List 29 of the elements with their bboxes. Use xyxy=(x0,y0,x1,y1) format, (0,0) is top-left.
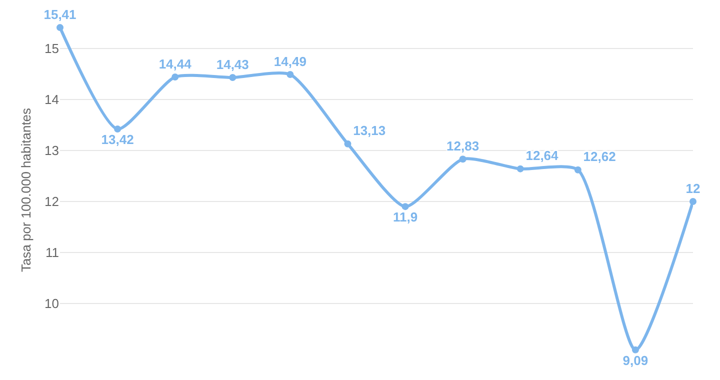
y-tick-label: 11 xyxy=(46,245,59,260)
point xyxy=(114,126,122,133)
y-tick-label: 10 xyxy=(44,296,59,312)
point xyxy=(172,74,179,81)
y-tick-label: 12 xyxy=(44,194,59,210)
point xyxy=(229,74,236,82)
data-label: 13,42 xyxy=(101,132,134,148)
data-label: 14,43 xyxy=(216,56,249,72)
data-label: 13,13 xyxy=(353,123,386,138)
point xyxy=(459,156,466,163)
point xyxy=(690,198,696,205)
data-label: 12,83 xyxy=(446,138,480,154)
point xyxy=(344,140,352,148)
point xyxy=(574,166,582,174)
point xyxy=(286,70,294,78)
data-label: 12,64 xyxy=(526,148,560,164)
y-tick-label: 14 xyxy=(44,92,59,108)
point xyxy=(516,165,524,172)
data-label: 14,44 xyxy=(158,56,192,72)
data-label: 12 xyxy=(686,180,700,196)
y-tick-label: 15 xyxy=(44,41,59,56)
data-label: 9,09 xyxy=(622,353,648,368)
y-axis-title: Tasa por 100.000 habitantes xyxy=(18,107,34,272)
y-tick-label: 13 xyxy=(44,143,59,158)
data-label: 14,49 xyxy=(274,54,306,69)
data-label: 15,41 xyxy=(44,6,76,22)
data-label: 12,62 xyxy=(583,149,616,164)
point xyxy=(56,24,64,32)
data-label: 11,9 xyxy=(392,210,418,225)
